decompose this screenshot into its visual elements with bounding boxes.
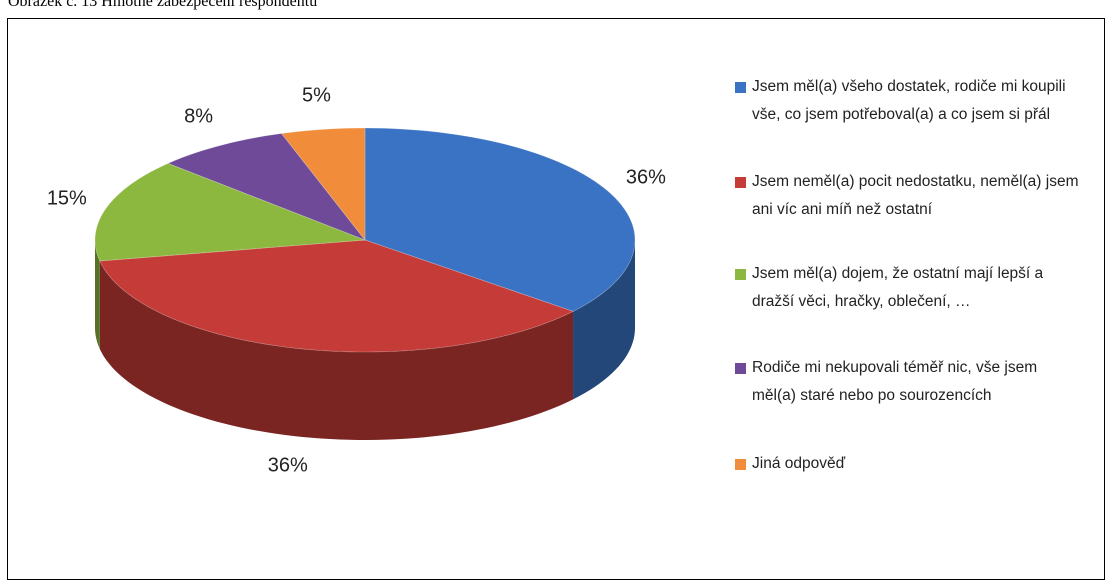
legend-label: Jsem měl(a) všeho dostatek, rodiče mi ko…	[752, 78, 1066, 123]
legend-entry: Rodiče mi nekupovali téměř nic, vše jsem…	[735, 354, 1080, 410]
legend-entry: Jsem měl(a) všeho dostatek, rodiče mi ko…	[735, 73, 1080, 129]
legend-label: Jsem neměl(a) pocit nedostatku, neměl(a)…	[752, 173, 1079, 218]
slice-side	[573, 240, 635, 400]
legend-entry: Jsem neměl(a) pocit nedostatku, neměl(a)…	[735, 168, 1080, 224]
legend-label: Rodiče mi nekupovali téměř nic, vše jsem…	[752, 359, 1038, 404]
legend-label: Jsem měl(a) dojem, že ostatní mají lepší…	[752, 265, 1044, 310]
slice-side	[99, 260, 574, 440]
legend-swatch	[735, 459, 746, 470]
slice	[364, 127, 636, 312]
legend-label: Jiná odpověď	[752, 455, 846, 472]
legend-entry: Jsem měl(a) dojem, že ostatní mají lepší…	[735, 260, 1080, 316]
legend-swatch	[735, 363, 746, 374]
legend-swatch	[735, 82, 746, 93]
slice	[167, 133, 367, 241]
chart-title: Obrázek č. 13 Hmotné zabezpečení respond…	[8, 0, 318, 10]
chart-frame	[7, 18, 1105, 580]
slice	[99, 239, 575, 353]
data-label: 36%	[626, 166, 666, 188]
data-label: 36%	[268, 455, 308, 477]
data-label: 5%	[302, 84, 331, 106]
slice-side	[95, 240, 100, 349]
legend-swatch	[735, 269, 746, 280]
slice	[94, 162, 366, 262]
slice	[280, 127, 366, 242]
data-label: 15%	[47, 188, 87, 210]
legend-swatch	[735, 177, 746, 188]
legend-entry: Jiná odpověď	[735, 450, 1080, 478]
data-label: 8%	[184, 105, 213, 127]
